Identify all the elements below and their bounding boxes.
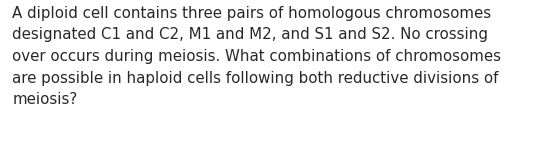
Text: A diploid cell contains three pairs of homologous chromosomes
designated C1 and : A diploid cell contains three pairs of h… [12,6,501,107]
